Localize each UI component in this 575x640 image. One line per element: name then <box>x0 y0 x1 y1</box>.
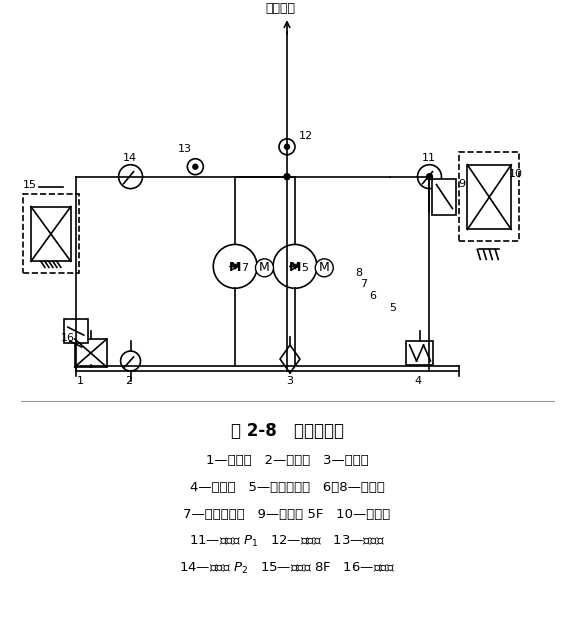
Bar <box>23 194 79 273</box>
Circle shape <box>417 164 442 189</box>
Bar <box>31 207 71 261</box>
Bar <box>459 152 519 241</box>
Text: M: M <box>289 261 301 275</box>
Circle shape <box>285 144 289 149</box>
Bar <box>64 319 88 343</box>
Text: 7: 7 <box>241 263 248 273</box>
Text: 5: 5 <box>301 263 308 273</box>
Circle shape <box>187 159 204 175</box>
Text: 9: 9 <box>458 179 466 189</box>
Text: 图 2-8   液压原理图: 图 2-8 液压原理图 <box>231 422 343 440</box>
Text: 3: 3 <box>286 376 293 386</box>
Text: M: M <box>229 261 242 275</box>
Circle shape <box>118 164 143 189</box>
Text: 13: 13 <box>178 144 191 154</box>
Text: M: M <box>319 261 329 275</box>
Circle shape <box>193 164 198 169</box>
Text: 7: 7 <box>360 279 367 289</box>
Text: 15: 15 <box>23 180 37 189</box>
Text: 1: 1 <box>76 376 84 386</box>
Bar <box>405 341 434 365</box>
Polygon shape <box>280 345 300 373</box>
Bar <box>432 179 457 214</box>
Text: 11: 11 <box>421 153 435 163</box>
Bar <box>467 164 511 230</box>
Text: 14—压力表 $P_2$   15—电磁阀 8F   16—溢流阀: 14—压力表 $P_2$ 15—电磁阀 8F 16—溢流阀 <box>179 561 395 576</box>
Text: 2: 2 <box>125 376 133 386</box>
Circle shape <box>284 173 290 180</box>
Text: 10: 10 <box>509 169 523 179</box>
Circle shape <box>213 244 257 288</box>
Text: 4—加热器   5—高压液压泵   6、8—电动机: 4—加热器 5—高压液压泵 6、8—电动机 <box>190 481 385 494</box>
Text: 14: 14 <box>122 153 137 163</box>
Text: 工作系统: 工作系统 <box>265 3 295 15</box>
Circle shape <box>121 351 140 371</box>
Circle shape <box>427 173 432 180</box>
Text: 11—压力表 $P_1$   12—单向阀   13—单向阀: 11—压力表 $P_1$ 12—单向阀 13—单向阀 <box>189 534 385 549</box>
Text: 6: 6 <box>370 291 377 301</box>
Text: 12: 12 <box>299 131 313 141</box>
Bar <box>75 339 106 367</box>
Text: 4: 4 <box>415 376 421 386</box>
Circle shape <box>279 139 295 155</box>
Text: 16: 16 <box>61 333 75 343</box>
Text: M: M <box>259 261 270 275</box>
Text: 5: 5 <box>390 303 397 313</box>
Text: 7—低压液压泵   9—电磁阀 5F   10—溢流阀: 7—低压液压泵 9—电磁阀 5F 10—溢流阀 <box>183 508 390 521</box>
Circle shape <box>273 244 317 288</box>
Text: 8: 8 <box>355 268 362 278</box>
Text: 1—冷却器   2—油温仪   3—过滤器: 1—冷却器 2—油温仪 3—过滤器 <box>206 454 369 467</box>
